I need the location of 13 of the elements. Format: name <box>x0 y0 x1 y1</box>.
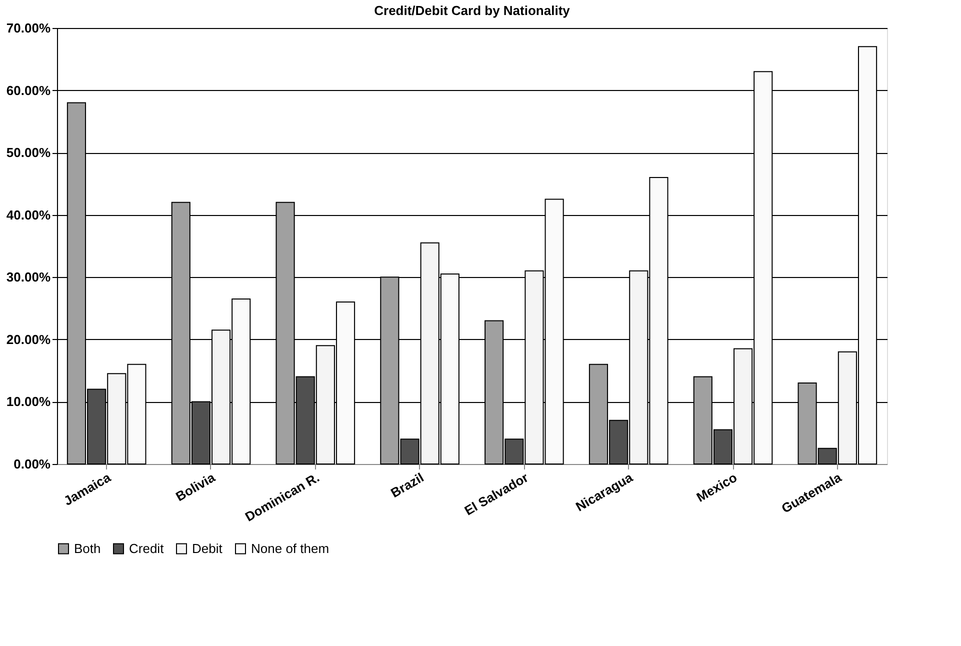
legend-label: Debit <box>192 540 223 556</box>
legend-label: None of them <box>251 540 330 556</box>
legend-label: Both <box>74 540 101 556</box>
y-tick-label: 30.00% <box>6 270 51 285</box>
y-tick-label: 40.00% <box>6 207 51 222</box>
y-tick-label: 0.00% <box>14 456 51 472</box>
y-tick-label: 70.00% <box>6 20 51 36</box>
y-tick-label: 60.00% <box>6 82 51 98</box>
y-tick-label: 20.00% <box>6 332 51 347</box>
y-tick-label: 10.00% <box>6 394 51 410</box>
y-tick-label: 50.00% <box>6 145 51 160</box>
legend-label: Credit <box>129 540 164 556</box>
chart-title: Credit/Debit Card by Nationality <box>374 3 571 18</box>
